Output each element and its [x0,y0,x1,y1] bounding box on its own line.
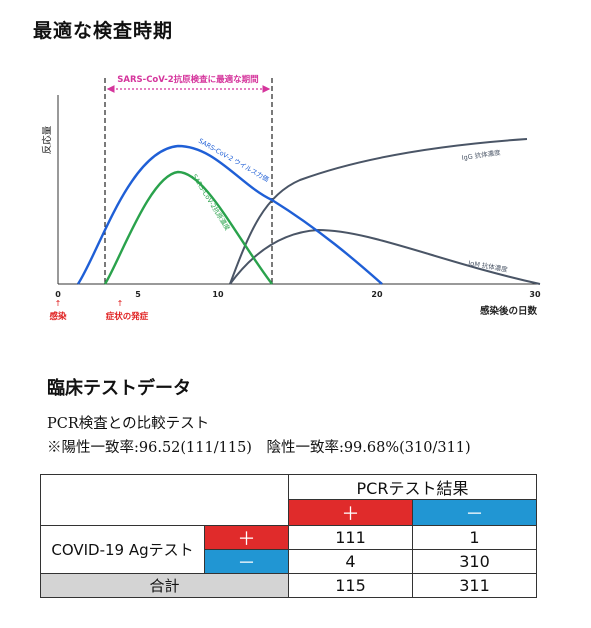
table-cell: 310 [412,549,537,574]
table-corner [40,474,289,526]
igm-curve [229,228,541,285]
infection-label: 感染 [49,311,67,322]
virus-curve-label: SARS-CoV-2 ウイルス力価 [197,136,271,184]
ag-test-label: COVID-19 Agテスト [40,525,205,574]
window-label: SARS-CoV-2抗原検査に最適な期間 [117,74,258,85]
x-tick-label: 30 [529,290,541,299]
virus-curve [76,144,383,285]
results-table: PCRテスト結果 ＋ － COVID-19 Agテスト ＋ － 111 1 4 … [40,474,537,598]
symptom-arrow: ↑ [117,299,124,308]
symptom-label: 症状の発症 [106,311,149,322]
x-tick-label: 20 [371,290,383,299]
pcr-header: PCRテスト結果 [288,474,537,500]
ag-positive-header: ＋ [204,525,289,550]
section-subtitle: PCR検査との比較テスト [47,416,210,432]
total-cell: 311 [412,573,537,598]
pcr-negative-header: － [412,499,537,526]
x-tick-label: 5 [135,290,141,299]
section-title: 臨床テストデータ [47,378,191,399]
table-cell: 1 [412,525,537,550]
x-tick-label: 10 [212,290,224,299]
page-title: 最適な検査時期 [33,20,174,42]
infection-arrow: ↑ [55,299,62,308]
igg-curve [229,138,528,285]
antigen-curve-label: SARS-CoV-2抗原濃度 [190,172,232,232]
table-cell: 111 [288,525,413,550]
timeline-chart: 反応量 SARS-CoV-2抗原検査に最適な期間 SARS-CoV-2 ウイルス… [41,74,541,322]
x-axis-label: 感染後の日数 [480,305,538,317]
igg-curve-label: IgG 抗体濃度 [461,148,502,162]
agreement-rates: ※陽性一致率:96.52(111/115) 陰性一致率:99.68%(310/3… [47,440,471,456]
table-cell: 4 [288,549,413,574]
ag-negative-header: － [204,549,289,574]
antigen-curve [103,170,273,285]
total-label: 合計 [40,573,289,598]
pcr-positive-header: ＋ [288,499,413,526]
total-cell: 115 [288,573,413,598]
y-axis-label: 反応量 [41,125,53,154]
x-tick-label: 0 [55,290,61,299]
